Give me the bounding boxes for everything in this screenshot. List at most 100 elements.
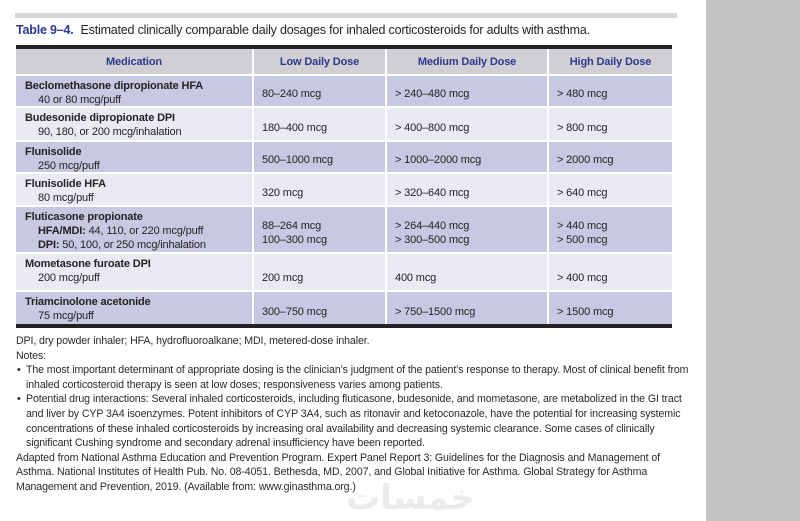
note-text: The most important determinant of approp… [26,364,689,391]
table-row: Fluticasone propionate HFA/MDI: 44, 110,… [16,205,672,252]
high-dose-cell: > 1500 mcg [547,292,672,324]
dose-value: > 400 mcg [557,272,608,284]
strength-text: 50, 100, or 250 mcg/inhalation [59,239,206,251]
strength-text: 200 mcg/puff [38,272,100,284]
medium-dose-cell: > 264–440 mcg > 300–500 mcg [385,207,547,252]
low-dose-cell: 320 mcg [252,174,385,205]
dose-value: > 300–500 mcg [395,234,470,246]
page-top-rule [15,13,677,18]
dose-value: > 264–440 mcg [395,220,470,232]
strength-text: 40 or 80 mcg/puff [38,94,121,106]
dose-value: 80–240 mcg [262,88,322,100]
low-dose-cell: 180–400 mcg [252,108,385,140]
high-dose-cell: > 2000 mcg [547,142,672,172]
strength-text: 250 mcg/puff [38,160,100,172]
column-header-low-dose: Low Daily Dose [252,49,385,74]
strength-text: 75 mcg/puff [38,310,94,322]
medium-dose-cell: > 320–640 mcg [385,174,547,205]
notes-label: Notes: [16,349,47,362]
medication-name: Flunisolide HFA [25,178,106,190]
medication-cell: Budesonide dipropionate DPI 90, 180, or … [16,108,252,140]
table-row: Mometasone furoate DPI 200 mcg/puff 200 … [16,252,672,290]
strength-text: 90, 180, or 200 mcg/inhalation [38,126,182,138]
table-row: Beclomethasone dipropionate HFA 40 or 80… [16,74,672,106]
high-dose-cell: > 640 mcg [547,174,672,205]
dose-value: > 1000–2000 mcg [395,154,482,166]
dose-value: > 750–1500 mcg [395,306,476,318]
high-dose-cell: > 400 mcg [547,254,672,290]
strength-text: 80 mcg/puff [38,192,94,204]
table-number-label: Table 9–4. [16,23,74,37]
note-text: Potential drug interactions: Several inh… [26,393,682,450]
strength-prefix: DPI: [38,239,60,251]
dose-value: 88–264 mcg [262,220,322,232]
medication-strength: 90, 180, or 200 mcg/inhalation [25,125,246,139]
dose-value: > 440 mcg [557,220,608,232]
low-dose-cell: 200 mcg [252,254,385,290]
dose-value: 180–400 mcg [262,122,328,134]
note-item: • Potential drug interactions: Several in… [16,392,690,450]
medium-dose-cell: > 400–800 mcg [385,108,547,140]
column-header-high-dose: High Daily Dose [547,49,672,74]
medication-name: Fluticasone propionate [25,211,143,223]
bullet-icon: • [17,393,21,406]
medication-cell: Flunisolide 250 mcg/puff [16,142,252,172]
medication-strength: 80 mcg/puff [25,191,246,205]
table-row: Budesonide dipropionate DPI 90, 180, or … [16,106,672,140]
source-citation: Adapted from National Asthma Education a… [16,451,660,493]
dose-value: 300–750 mcg [262,306,328,318]
table-caption: Estimated clinically comparable daily do… [80,23,591,37]
table-row: Flunisolide HFA 80 mcg/puff 320 mcg > 32… [16,172,672,205]
medication-cell: Flunisolide HFA 80 mcg/puff [16,174,252,205]
table-row: Flunisolide 250 mcg/puff 500–1000 mcg > … [16,140,672,172]
dose-value: 500–1000 mcg [262,154,333,166]
dose-value: > 2000 mcg [557,154,614,166]
medication-name: Triamcinolone acetonide [25,296,151,308]
medication-name: Budesonide dipropionate DPI [25,112,175,124]
medication-cell: Fluticasone propionate HFA/MDI: 44, 110,… [16,207,252,252]
medication-strength: 200 mcg/puff [25,271,246,285]
column-header-medium-dose: Medium Daily Dose [385,49,547,74]
high-dose-cell: > 800 mcg [547,108,672,140]
dose-value: 400 mcg [395,272,437,284]
high-dose-cell: > 440 mcg > 500 mcg [547,207,672,252]
table-row: Triamcinolone acetonide 75 mcg/puff 300–… [16,290,672,324]
footnotes: DPI, dry powder inhaler; HFA, hydrofluor… [16,334,690,495]
dose-value: > 400–800 mcg [395,122,470,134]
column-header-medication: Medication [106,55,162,68]
dose-value: > 500 mcg [557,234,608,246]
medication-strength: DPI: 50, 100, or 250 mcg/inhalation [25,238,246,252]
dose-value: > 320–640 mcg [395,187,470,199]
page-margin-panel [706,0,800,521]
high-dose-cell: > 480 mcg [547,76,672,106]
medium-dose-cell: > 1000–2000 mcg [385,142,547,172]
dose-value: > 1500 mcg [557,306,614,318]
dose-value: > 800 mcg [557,122,608,134]
dose-value: > 480 mcg [557,88,608,100]
low-dose-cell: 80–240 mcg [252,76,385,106]
low-dose-cell: 88–264 mcg 100–300 mcg [252,207,385,252]
dose-value: 100–300 mcg [262,234,328,246]
watermark-text: خمسات [346,478,475,518]
note-item: • The most important determinant of appro… [16,363,690,392]
medication-name: Mometasone furoate DPI [25,258,151,270]
table-header-row: Medication Low Daily Dose Medium Daily D… [16,49,672,74]
medium-dose-cell: > 240–480 mcg [385,76,547,106]
medium-dose-cell: 400 mcg [385,254,547,290]
dosage-table: Medication Low Daily Dose Medium Daily D… [16,45,672,328]
medication-strength: 250 mcg/puff [25,159,246,173]
bullet-icon: • [17,364,21,377]
medication-strength: 40 or 80 mcg/puff [25,93,246,107]
medium-dose-cell: > 750–1500 mcg [385,292,547,324]
medication-name: Flunisolide [25,146,82,158]
dose-value: 200 mcg [262,272,304,284]
medication-strength: HFA/MDI: 44, 110, or 220 mcg/puff [25,224,246,238]
strength-prefix: HFA/MDI: [38,225,86,237]
medication-cell: Beclomethasone dipropionate HFA 40 or 80… [16,76,252,106]
low-dose-cell: 500–1000 mcg [252,142,385,172]
dose-value: > 640 mcg [557,187,608,199]
medication-name: Beclomethasone dipropionate HFA [25,80,204,92]
abbreviations-line: DPI, dry powder inhaler; HFA, hydrofluor… [16,335,370,347]
dose-value: > 240–480 mcg [395,88,470,100]
low-dose-cell: 300–750 mcg [252,292,385,324]
